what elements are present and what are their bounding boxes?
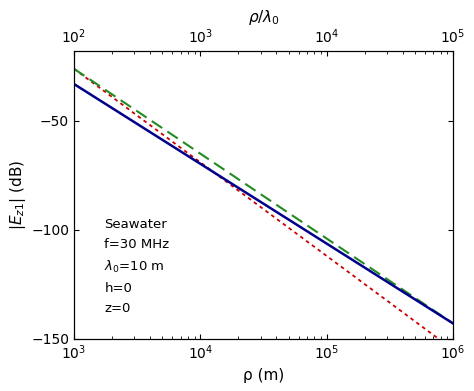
X-axis label: $\rho/\lambda_0$: $\rho/\lambda_0$ [247,8,280,27]
Text: Seawater
f=30 MHz
$\lambda_0$=10 m
h=0
z=0: Seawater f=30 MHz $\lambda_0$=10 m h=0 z… [104,218,169,316]
Y-axis label: $|E_{z1}|$ (dB): $|E_{z1}|$ (dB) [9,160,28,230]
X-axis label: ρ (m): ρ (m) [243,368,284,383]
